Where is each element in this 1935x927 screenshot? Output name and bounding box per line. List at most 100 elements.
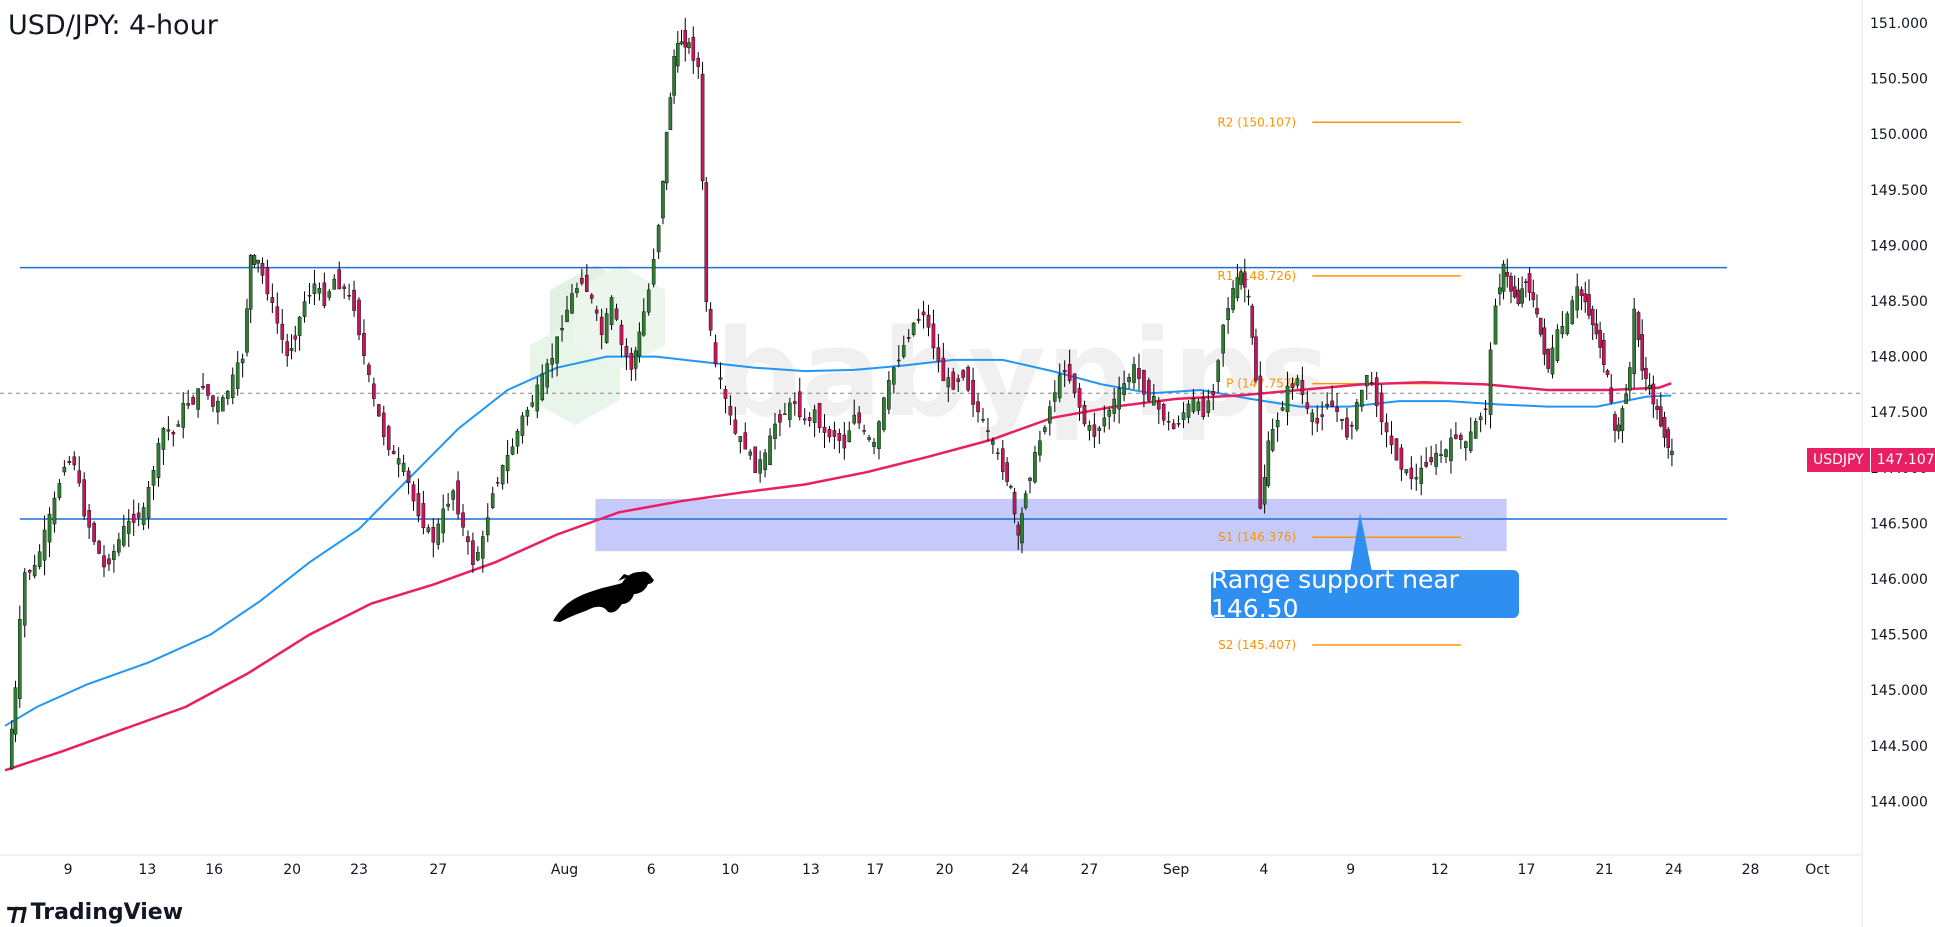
tradingview-logo-icon: ⁊⁊	[6, 898, 28, 926]
candle	[342, 283, 346, 300]
candle	[961, 368, 965, 381]
price-axis[interactable]: 151.000 150.500 150.000 149.500 149.000 148.5…	[1870, 16, 1928, 810]
candle	[1355, 398, 1359, 432]
pivot-label: S2 (145.407)	[1218, 638, 1296, 652]
candle	[996, 448, 1000, 460]
time-axis[interactable]: 9 13 16 20 23 27 Aug 6 10 13 17 20 24 27 Sep 4 9 12 17 21 24…	[64, 862, 1830, 878]
candle	[1550, 334, 1555, 379]
x-tick-label: 10	[722, 862, 740, 878]
candle	[146, 481, 151, 529]
candle	[196, 388, 200, 418]
bull-icon	[553, 571, 654, 622]
candle	[500, 464, 505, 490]
candle	[1384, 413, 1389, 448]
candle	[1488, 342, 1493, 429]
candle	[1579, 286, 1584, 311]
candle	[1127, 373, 1131, 389]
candle	[27, 569, 32, 580]
candle	[1102, 405, 1107, 433]
candle	[216, 396, 220, 425]
candle	[575, 282, 579, 298]
candle	[1132, 356, 1136, 390]
candle	[1538, 317, 1543, 337]
y-tick-label: 148.000	[1870, 350, 1928, 366]
candle	[1142, 369, 1146, 408]
candle	[1082, 400, 1087, 427]
x-tick-label: 6	[647, 862, 656, 878]
candle	[857, 405, 861, 429]
candle	[347, 283, 351, 301]
candle	[426, 524, 431, 534]
candle	[797, 377, 802, 421]
candle	[471, 532, 475, 573]
candle	[280, 309, 285, 354]
candle	[1009, 484, 1013, 490]
candle	[1404, 469, 1409, 476]
candle	[700, 61, 705, 190]
x-tick-label: 28	[1742, 862, 1760, 878]
candle	[1206, 389, 1211, 417]
candle	[245, 298, 249, 357]
candle	[322, 272, 327, 309]
candle	[1360, 389, 1364, 412]
candle	[867, 434, 871, 442]
candle	[391, 445, 396, 455]
candle	[1647, 373, 1652, 395]
candle	[1620, 405, 1625, 443]
candle	[191, 394, 195, 405]
candle	[1651, 375, 1656, 418]
candle	[32, 554, 37, 579]
candle	[530, 395, 535, 408]
candle	[126, 509, 131, 547]
candle	[1414, 463, 1419, 491]
candle	[510, 438, 515, 456]
candle	[733, 406, 738, 435]
y-tick-label: 148.500	[1870, 294, 1928, 310]
candle	[1389, 421, 1394, 454]
candle	[1662, 411, 1667, 448]
candle	[1632, 297, 1636, 389]
candle	[1374, 371, 1379, 418]
candle	[1196, 398, 1201, 415]
symbol-label: USDJPY	[1807, 448, 1871, 472]
candle	[822, 414, 827, 448]
candle	[1000, 440, 1005, 480]
candle	[651, 248, 656, 288]
candle	[1216, 358, 1220, 393]
y-tick-label: 150.000	[1870, 127, 1928, 143]
candle	[792, 392, 797, 416]
candle	[141, 502, 146, 531]
candle	[847, 421, 852, 443]
candle	[1483, 400, 1488, 425]
candle	[436, 518, 441, 550]
candle	[1516, 277, 1521, 306]
x-tick-label: 24	[1011, 862, 1029, 878]
candle	[1137, 353, 1141, 390]
candle	[1152, 383, 1156, 406]
candle	[1254, 328, 1258, 384]
candle	[763, 448, 767, 478]
footer-brand[interactable]: ⁊⁊ TradingView	[6, 898, 183, 926]
candle	[1028, 476, 1032, 494]
candle	[156, 437, 161, 487]
candle	[687, 37, 691, 54]
candle	[525, 406, 530, 426]
candle	[1052, 380, 1057, 413]
candle	[1478, 412, 1483, 433]
candle	[289, 334, 294, 360]
candle	[293, 325, 298, 353]
candle	[1005, 457, 1009, 487]
candle	[1285, 371, 1290, 426]
candle	[416, 478, 421, 523]
candle	[1166, 411, 1171, 431]
x-tick-label: Oct	[1805, 862, 1830, 878]
watermark-text: babypips	[715, 305, 1330, 444]
candle	[589, 293, 594, 304]
candle	[1043, 424, 1047, 435]
x-tick-label: 4	[1260, 862, 1269, 878]
candle	[1295, 374, 1300, 389]
candle	[42, 515, 47, 576]
candle	[1112, 388, 1117, 422]
candle	[1186, 400, 1191, 424]
